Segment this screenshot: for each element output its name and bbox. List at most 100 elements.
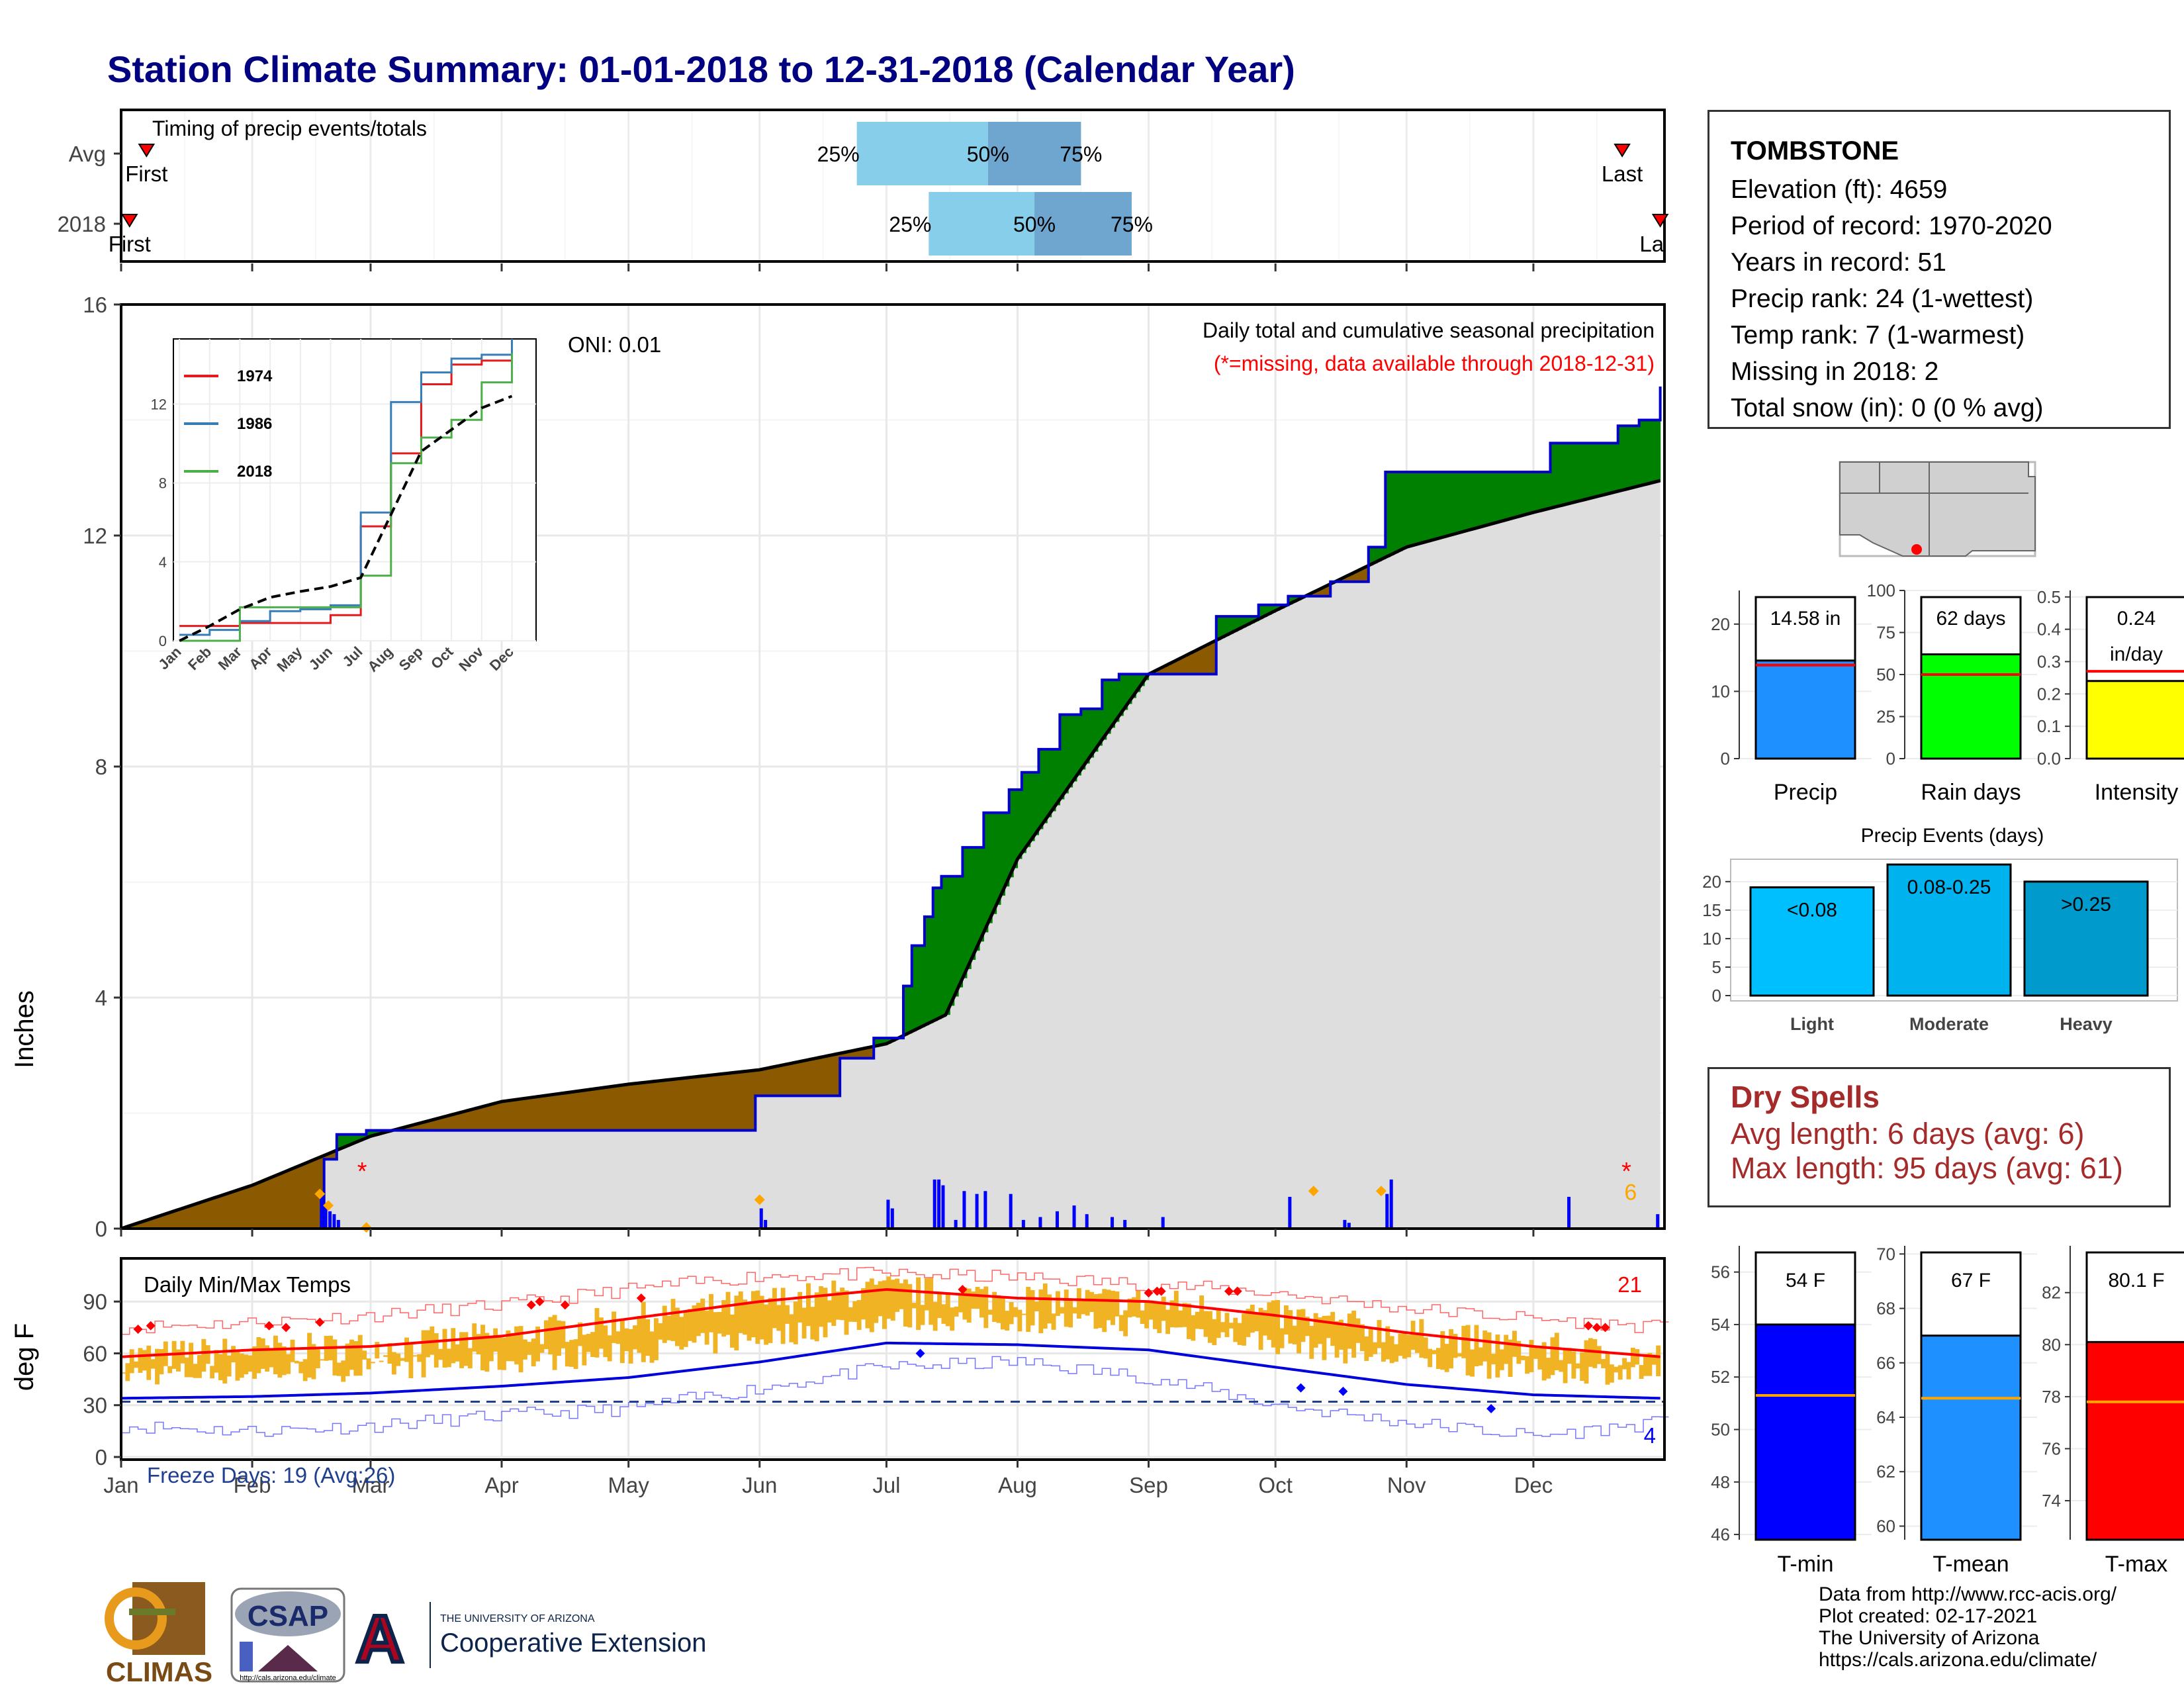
daily-temp-bar [1419, 1319, 1424, 1358]
surplus-area [929, 916, 934, 1023]
daily-precip-bar [1072, 1205, 1076, 1229]
surplus-area [1013, 789, 1019, 868]
surplus-area [1055, 749, 1060, 806]
deficit-area [408, 1126, 414, 1131]
daily-temp-bar [189, 1342, 194, 1378]
daily-precip-bar [332, 1214, 336, 1229]
deficit-area [856, 1049, 862, 1058]
deficit-area [417, 1123, 422, 1131]
daily-temp-bar [1499, 1349, 1504, 1370]
daily-temp-bar [1152, 1301, 1158, 1329]
deficit-area [861, 1049, 866, 1058]
inset-legend-label: 2018 [237, 463, 272, 481]
record-high-marker [315, 1317, 325, 1327]
event-bar-heavy [2023, 880, 2149, 997]
temp-bar-value: 80.1 F [2108, 1270, 2164, 1291]
daily-temp-bar [1237, 1323, 1242, 1345]
surplus-area [962, 847, 968, 978]
avg-cumulative-line [120, 479, 1661, 1231]
daily-temp-bar [1478, 1347, 1483, 1366]
deficit-area [1351, 573, 1357, 582]
events-tick: 10 [1702, 929, 1721, 949]
daily-temp-bar [1554, 1333, 1559, 1370]
surplus-area [1423, 472, 1428, 543]
first-event-marker [138, 144, 156, 158]
inset-x-tick: Dec [486, 643, 517, 674]
surplus-area [1504, 472, 1509, 521]
temp-summary-tick: 82 [2042, 1283, 2061, 1303]
surplus-area [924, 916, 929, 1025]
record-high-marker [264, 1321, 274, 1331]
daily-temp-bar [332, 1339, 338, 1376]
deficit-area [480, 1107, 486, 1131]
summary-value: 62 days [1936, 608, 2005, 630]
deficit-area [586, 1090, 591, 1131]
temp-summary-tick: 52 [1711, 1367, 1730, 1387]
deficit-area [1364, 567, 1369, 582]
daily-temp-bar [1199, 1295, 1205, 1329]
daily-temp-bar [1656, 1345, 1661, 1376]
daily-temp-bar [835, 1291, 841, 1320]
deficit-area [751, 1070, 756, 1131]
deficit-area [281, 1173, 287, 1229]
summary-tick: 25 [1876, 707, 1895, 727]
daily-temp-bar [797, 1291, 803, 1323]
surplus-area [1474, 472, 1479, 529]
surplus-area [1656, 420, 1661, 482]
daily-precip-bar [1038, 1217, 1042, 1229]
daily-temp-bar [1330, 1311, 1336, 1346]
surplus-area [1461, 472, 1467, 532]
summary-bar-1 [1920, 653, 2022, 760]
month-tick: May [608, 1473, 650, 1497]
surplus-area [1601, 443, 1606, 496]
inset-y-tick: 0 [159, 633, 167, 649]
credit-line: Plot created: 02-17-2021 [1819, 1605, 2038, 1627]
deficit-area [1343, 577, 1348, 582]
surplus-area [1647, 420, 1653, 484]
temp-y-tick: 30 [83, 1393, 107, 1418]
month-tick: Nov [1387, 1473, 1426, 1497]
daily-temp-bar [856, 1299, 862, 1331]
summary-tick: 0.3 [2037, 651, 2061, 671]
daily-temp-bar [1351, 1310, 1357, 1358]
timing-bar-q1 [856, 122, 988, 185]
timing-bar-q1 [929, 192, 1035, 256]
surplus-area [1643, 420, 1649, 485]
deficit-area [1326, 586, 1331, 596]
surplus-area [1520, 472, 1525, 516]
svg-text:A: A [356, 1602, 404, 1676]
surplus-area [1021, 772, 1026, 853]
daily-precip-bar [1009, 1194, 1013, 1229]
inset-x-tick: Oct [428, 643, 457, 672]
deficit-area [159, 1216, 164, 1229]
deficit-area [1173, 661, 1179, 675]
daily-temp-bar [455, 1344, 460, 1362]
daily-temp-bar [273, 1335, 278, 1375]
daily-temp-bar [1580, 1352, 1585, 1381]
daily-temp-bar [277, 1342, 283, 1378]
daily-temp-bar [400, 1358, 405, 1361]
daily-temp-bar [730, 1314, 735, 1348]
daily-temp-bar [1588, 1338, 1593, 1367]
surplus-area [1465, 472, 1471, 532]
deficit-area [488, 1105, 494, 1131]
daily-temp-bar [1042, 1283, 1048, 1329]
deficit-area [222, 1195, 228, 1229]
temp-y-tick: 90 [83, 1289, 107, 1314]
surplus-area [1533, 472, 1538, 513]
surplus-area [1410, 472, 1416, 546]
daily-temp-bar [1111, 1290, 1115, 1325]
surplus-area [1626, 426, 1631, 489]
surplus-area [1428, 472, 1433, 541]
deficit-area [201, 1201, 206, 1229]
daily-temp-bar [535, 1326, 541, 1362]
surplus-area [1512, 472, 1517, 518]
deficit-area [806, 1060, 811, 1096]
deficit-area [459, 1112, 465, 1131]
event-marker [323, 1200, 334, 1211]
surplus-area [992, 812, 997, 914]
temp-bar-t-min [1754, 1323, 1856, 1541]
daily-temp-bar [662, 1305, 667, 1343]
daily-temp-bar [1250, 1304, 1255, 1333]
climas-logo: CLIMAS [105, 1582, 212, 1687]
